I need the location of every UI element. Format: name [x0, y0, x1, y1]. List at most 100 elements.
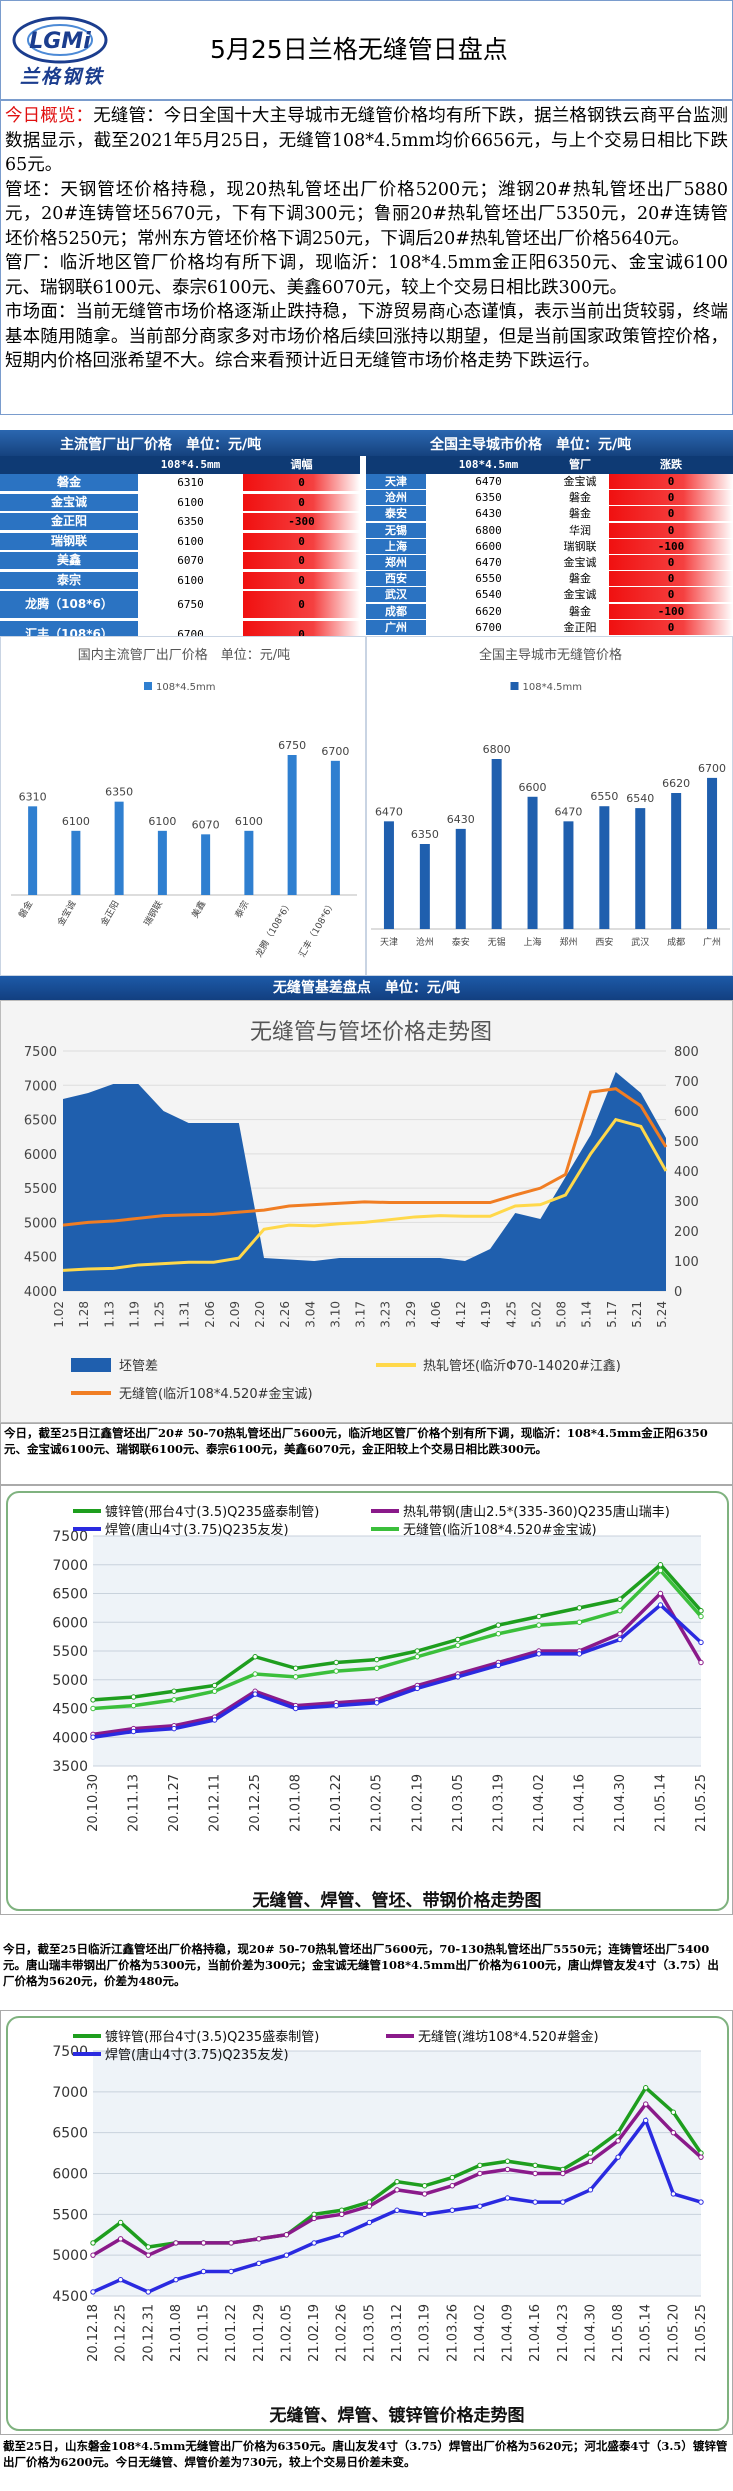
series-area-basis — [63, 1072, 666, 1291]
legend-label: 热轧带钢(唐山2.5*(335-360)Q235唐山瑞丰) — [403, 1504, 670, 1520]
x-tick-label: 21.03.19 — [491, 1774, 506, 1832]
series-point — [477, 2203, 483, 2209]
x-tick-label: 4.12 — [454, 1301, 468, 1328]
x-tick-label: 21.05.14 — [653, 1774, 668, 1832]
city-row-mill: 磐金 — [569, 507, 591, 521]
legend-label: 坯管差 — [119, 1359, 158, 1374]
series-point — [495, 1622, 502, 1628]
basis-chart-panel: 无缝管与管坯价格走势图 4000 4500 5000 5500 6000 6500 7000 7… — [0, 1000, 733, 1423]
category-label: 磐金 — [16, 899, 35, 921]
legend-swatch — [510, 682, 519, 690]
city-row-change: 0 — [609, 571, 733, 587]
city-header-spec: 108*4.5mm — [426, 456, 551, 474]
y-tick-label: 5000 — [52, 2248, 88, 2264]
series-line — [92, 1590, 703, 1737]
series-point — [560, 2199, 566, 2205]
series-point — [228, 2240, 234, 2246]
x-tick-label: 20.12.25 — [114, 2304, 129, 2362]
series-point — [90, 1734, 96, 1740]
city-row-change: 0 — [609, 587, 733, 603]
y2-tick-label: 300 — [674, 1195, 699, 1210]
y-tick-label: 7000 — [52, 1558, 88, 1574]
x-tick-label: 20.12.18 — [86, 2304, 101, 2362]
series-point — [670, 2129, 677, 2136]
y-tick-label: 5000 — [24, 1216, 57, 1231]
category-label: 西安 — [595, 936, 613, 948]
series-point — [366, 2219, 373, 2226]
line-chart-1-panel: 3500 4000 4500 5000 5500 6000 6500 7000 7500 20.1… — [0, 1485, 733, 1915]
series-point — [617, 1596, 623, 1602]
bar — [419, 844, 430, 929]
series-point — [252, 1671, 258, 1677]
x-tick-label: 21.05.14 — [639, 2304, 654, 2362]
y-tick-label: 4500 — [24, 1251, 57, 1266]
mill-row-name: 美鑫 — [0, 552, 138, 569]
series-point — [200, 2240, 207, 2246]
category-label: 上海 — [524, 936, 542, 948]
mill-header-change: 调幅 — [243, 456, 360, 474]
legend-label: 无缝管(临沂108*4.520#金宝诚) — [403, 1522, 597, 1538]
note-basis: 今日，截至25日江鑫管坯出厂20# 50-70热轧管坯出厂5600元，临沂地区管… — [0, 1423, 733, 1485]
series-point — [560, 2170, 566, 2177]
y-tick-label: 6000 — [52, 1615, 88, 1631]
y-tick-label: 4500 — [52, 1702, 88, 1718]
bar-value-label: 6620 — [662, 777, 690, 790]
city-row-name: 武汉 — [366, 587, 426, 603]
x-tick-label: 2.20 — [253, 1301, 267, 1328]
category-label: 金正阳 — [98, 899, 122, 928]
x-tick-label: 20.11.27 — [167, 1774, 182, 1832]
city-row-mill: 金宝诚 — [563, 588, 597, 602]
x-tick-label: 21.01.22 — [224, 2304, 239, 2362]
summary-overview: 今日概览：无缝管：今日全国十大主导城市无缝管价格均有所下跌，据兰格钢铁云商平台监… — [5, 104, 728, 178]
series-point — [211, 1682, 218, 1689]
mill-row-name: 泰宗 — [0, 571, 138, 589]
mill-row-price: 6350 — [177, 515, 204, 528]
x-tick-label: 21.01.29 — [252, 2304, 267, 2362]
legend-label: 镀锌管(邢台4寸(3.5)Q235盛泰制管) — [105, 1504, 319, 1520]
series-point — [292, 1674, 299, 1680]
x-tick-label: 5.08 — [555, 1301, 569, 1328]
series-point — [576, 1605, 583, 1611]
summary-billet: 管坯：天钢管坯价格持稳，现20热轧管坯出厂价格5200元；潍钢20#热轧管坯出厂… — [5, 179, 728, 249]
x-tick-label: 20.12.25 — [248, 1774, 263, 1832]
x-tick-label: 21.04.02 — [532, 1774, 547, 1832]
series-point — [657, 1590, 664, 1597]
y-tick-label: 5500 — [52, 2207, 88, 2223]
city-row-name: 郑州 — [366, 555, 426, 570]
x-tick-label: 21.05.25 — [694, 2304, 709, 2362]
series-point — [576, 1651, 583, 1657]
series-line — [92, 1562, 703, 1702]
series-point — [211, 1688, 218, 1694]
series-point — [394, 2178, 400, 2185]
x-tick-label: 21.02.26 — [335, 2304, 350, 2362]
mill-row-name: 龙腾（108*6） — [0, 591, 138, 618]
category-label: 金宝诚 — [55, 899, 79, 928]
category-label: 泰安 — [452, 936, 470, 948]
series-point — [455, 1636, 461, 1643]
mill-bar-chart-panel: 国内主流管厂出厂价格 单位：元/吨 108*4.5mm 6310 磐金 6100 金宝诚 6… — [0, 636, 366, 976]
series-point — [495, 1662, 502, 1669]
series-point — [421, 2211, 428, 2218]
x-tick-label: 21.01.15 — [197, 2304, 212, 2362]
city-row-price: 6540 — [475, 588, 502, 602]
city-row-name: 泰安 — [366, 506, 426, 522]
x-tick-label: 3.23 — [379, 1301, 393, 1328]
bar — [599, 806, 610, 929]
x-tick-label: 21.04.09 — [501, 2304, 516, 2362]
city-row-mill: 华润 — [569, 523, 591, 537]
series-point — [495, 1631, 502, 1637]
series-point — [698, 2154, 704, 2160]
x-tick-label: 21.05.20 — [666, 2304, 681, 2362]
city-row-name: 西安 — [366, 571, 426, 587]
category-label: 汇丰（108*6） — [296, 899, 338, 960]
series-point — [670, 2109, 677, 2115]
x-tick-label: 21.03.26 — [445, 2304, 460, 2362]
series-point — [698, 1613, 704, 1620]
mill-row-change: 0 — [243, 591, 360, 618]
y-tick-label: 6500 — [24, 1114, 57, 1129]
x-tick-label: 4.06 — [429, 1301, 443, 1328]
city-row-price: 6430 — [475, 507, 502, 521]
bar — [28, 806, 38, 895]
series-line-billet — [62, 1117, 668, 1272]
series-point — [414, 1685, 420, 1692]
